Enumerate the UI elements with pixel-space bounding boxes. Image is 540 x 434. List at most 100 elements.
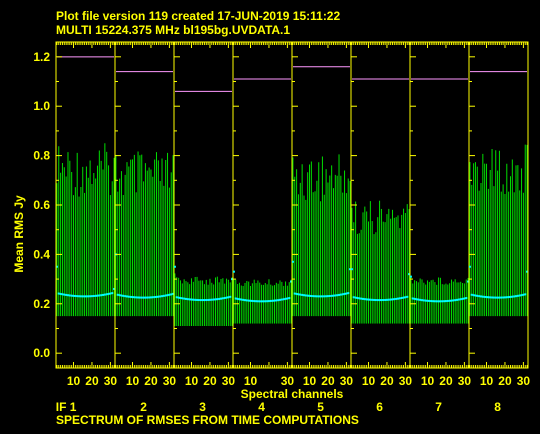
- data-point: [63, 293, 66, 296]
- data-point: [253, 300, 256, 303]
- x-tick-label: 30: [458, 374, 472, 388]
- y-tick-label: 0.2: [33, 297, 50, 311]
- data-point: [413, 297, 416, 300]
- data-point: [330, 294, 333, 297]
- data-point: [507, 296, 510, 299]
- data-point: [109, 292, 112, 295]
- data-point: [456, 298, 459, 301]
- x-tick-label: 10: [480, 374, 494, 388]
- data-point: [61, 293, 64, 296]
- y-tick-label: 0.8: [33, 149, 50, 163]
- data-point: [208, 298, 211, 301]
- data-point: [435, 300, 438, 303]
- data-point: [354, 296, 357, 299]
- data-point: [524, 293, 527, 296]
- data-point: [118, 294, 121, 297]
- data-point: [153, 296, 156, 299]
- data-point: [267, 300, 270, 303]
- data-point: [124, 295, 127, 298]
- x-tick-label: 20: [498, 374, 512, 388]
- data-point: [245, 299, 248, 302]
- plot-frame: [55, 41, 529, 369]
- data-point: [465, 297, 468, 300]
- data-point: [138, 296, 141, 299]
- data-point: [409, 275, 412, 278]
- data-point: [70, 294, 73, 297]
- data-point: [349, 268, 352, 271]
- data-point: [516, 294, 519, 297]
- data-point: [376, 299, 379, 302]
- data-point: [273, 299, 276, 302]
- data-point: [74, 295, 77, 298]
- data-point: [470, 293, 473, 296]
- data-point: [420, 299, 423, 302]
- data-point: [384, 298, 387, 301]
- data-point: [116, 293, 119, 296]
- data-point: [216, 298, 219, 301]
- data-point: [515, 295, 518, 298]
- data-point: [181, 297, 184, 300]
- data-point: [341, 293, 344, 296]
- x-tick-label: 30: [222, 374, 236, 388]
- y-tick-labels: 0.0 0.2 0.4 0.6 0.8 1.0 1.2: [33, 50, 50, 360]
- data-point: [196, 298, 199, 301]
- data-point: [419, 298, 422, 301]
- data-point: [76, 295, 79, 298]
- data-point: [282, 298, 285, 301]
- data-point: [247, 299, 250, 302]
- if-label: 8: [494, 400, 501, 414]
- data-point: [102, 293, 105, 296]
- x-tick-label: 20: [144, 374, 158, 388]
- if-panel: 10 20 30 5: [291, 42, 353, 414]
- data-point: [430, 300, 433, 303]
- x-tick-label: 10: [303, 374, 317, 388]
- data-point: [87, 295, 90, 298]
- if-panel: 10 30 4: [232, 42, 294, 414]
- data-point: [243, 299, 246, 302]
- data-point: [319, 295, 322, 298]
- data-point: [406, 295, 409, 298]
- data-point: [526, 270, 529, 273]
- data-point: [293, 292, 296, 295]
- data-point: [129, 295, 132, 298]
- data-point: [444, 300, 447, 303]
- x-tick-label: 30: [163, 374, 177, 388]
- data-point: [297, 293, 300, 296]
- data-point: [172, 292, 175, 295]
- data-point: [402, 296, 405, 299]
- data-point: [474, 294, 477, 297]
- data-point: [520, 294, 523, 297]
- data-point: [467, 280, 470, 283]
- footer-text: SPECTRUM OF RMSES FROM TIME COMPUTATIONS: [56, 413, 359, 427]
- data-point: [238, 298, 241, 301]
- data-point: [323, 295, 326, 298]
- data-point: [207, 298, 210, 301]
- data-point: [498, 296, 501, 299]
- data-point: [446, 299, 449, 302]
- data-point: [422, 299, 425, 302]
- data-point: [113, 287, 116, 290]
- data-point: [468, 265, 471, 268]
- data-point: [356, 296, 359, 299]
- data-point: [155, 295, 158, 298]
- y-axis-label: Mean RMS Jy: [12, 195, 26, 273]
- data-point: [397, 297, 400, 300]
- data-point: [295, 292, 298, 295]
- data-point: [380, 299, 383, 302]
- y-tick-label: 0.6: [33, 198, 50, 212]
- data-point: [231, 278, 234, 281]
- x-tick-label: 10: [185, 374, 199, 388]
- data-point: [411, 297, 414, 300]
- data-point: [179, 296, 182, 299]
- data-point: [367, 298, 370, 301]
- data-point: [214, 298, 217, 301]
- data-point: [304, 294, 307, 297]
- data-point: [374, 299, 377, 302]
- data-point: [111, 292, 114, 295]
- data-point: [310, 295, 313, 298]
- data-point: [186, 298, 189, 301]
- data-point: [328, 295, 331, 298]
- x-tick-label: 10: [362, 374, 376, 388]
- data-point: [393, 298, 396, 301]
- y-tick-label: 0.0: [33, 346, 50, 360]
